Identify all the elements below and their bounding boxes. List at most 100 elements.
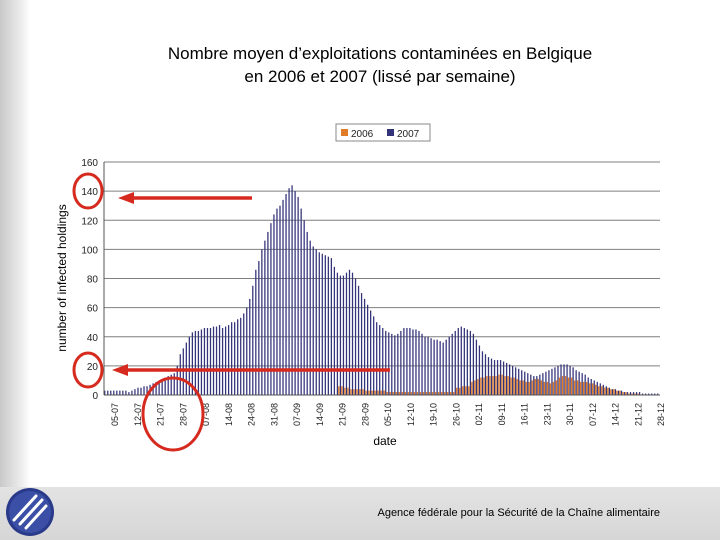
left-decor-band [0,0,30,540]
bar-2007-day-184 [657,393,659,395]
bar-2006-day-83 [353,389,355,395]
x-tick-label-21-12: 21-12 [633,403,643,426]
bar-2007-day-53 [261,249,263,395]
bar-2006-day-167 [607,387,609,395]
bar-2006-day-124 [477,378,479,395]
bar-2007-day-56 [270,223,272,395]
bar-2006-day-152 [561,376,564,395]
x-tick-label-23-11: 23-11 [542,403,552,425]
bar-2006-day-130 [495,376,497,395]
bar-2007-day-67 [303,220,305,395]
bar-2007-day-126 [481,351,484,395]
bar-2007-day-22 [167,376,169,395]
bar-2007-day-137 [515,367,517,395]
red-arrow-at-140-head [118,192,134,204]
bar-2007-day-51 [255,269,257,395]
bar-2006-day-129 [492,376,494,395]
bar-2006-day-89 [371,390,373,395]
bar-2007-day-173 [623,392,626,395]
bar-2007-day-93 [382,328,384,395]
bar-2006-day-149 [552,381,555,395]
legend-label-2006: 2006 [351,129,374,140]
bar-2006-day-104 [416,392,419,395]
bar-2006-day-80 [344,387,346,395]
bar-2006-day-139 [522,380,524,395]
bar-2007-day-174 [626,392,629,395]
bar-2007-day-158 [578,371,580,395]
bar-2007-day-5 [116,390,118,395]
bar-2007-day-29 [188,336,190,395]
y-tick-label-20: 20 [87,362,99,373]
x-tick-label-30-11: 30-11 [565,403,575,425]
bar-2007-day-102 [409,328,411,395]
bar-2007-day-117 [454,330,456,395]
bar-2007-day-169 [611,389,614,395]
bar-2007-day-112 [439,341,441,395]
bar-2007-day-134 [505,362,508,395]
bar-2006-day-123 [474,380,476,395]
bar-2007-day-12 [137,387,139,395]
bar-2007-day-133 [502,361,505,395]
bar-2006-day-143 [534,378,536,395]
red-circle-on-y-140 [72,172,104,210]
x-tick-label-26-10: 26-10 [451,403,461,426]
bar-2007-day-139 [521,370,523,395]
bar-2006-day-158 [579,381,582,395]
x-tick-label-05-07: 05-07 [110,403,120,426]
red-arrow-at-20-head [112,364,128,376]
bar-2007-day-159 [581,373,583,395]
chart-annotations [72,172,390,452]
bar-2006-day-109 [431,392,434,395]
bar-2006-day-95 [389,392,391,395]
bar-2007-day-35 [206,328,209,395]
bar-2007-day-48 [246,307,248,395]
bar-2006-day-105 [419,392,422,395]
bar-2007-day-43 [231,322,233,395]
bar-2007-day-46 [240,317,242,395]
bar-2007-day-80 [342,275,345,395]
slide-title-line-1: Nombre moyen d’exploitations contaminées… [167,44,593,63]
bar-2007-day-11 [134,389,136,395]
bar-2006-day-90 [374,390,376,395]
bar-2006-day-115 [449,392,452,395]
bar-2007-day-88 [366,304,369,395]
bar-2007-day-78 [336,272,339,395]
bar-2007-day-107 [424,336,426,395]
bar-2007-day-13 [140,387,142,395]
bar-2006-day-99 [401,392,404,395]
bar-2006-day-113 [443,392,446,395]
bar-2007-day-143 [533,376,535,395]
bar-2006-day-144 [537,378,539,395]
x-axis-title: date [373,434,397,448]
bar-2006-day-107 [425,392,428,395]
bar-2007-day-21 [164,377,166,395]
bar-2007-day-72 [318,252,320,395]
bar-2007-day-58 [276,208,278,395]
bar-2007-day-9 [128,392,130,395]
legend-swatch-2007 [387,129,394,136]
bar-2007-day-33 [200,329,203,395]
bar-2007-day-104 [415,329,417,395]
bar-2006-day-146 [543,381,546,395]
bar-2006-day-138 [519,380,521,395]
bar-2006-day-164 [598,386,600,395]
red-arrow-at-20 [112,364,390,376]
bar-2006-day-141 [528,381,530,395]
bar-2006-day-134 [507,376,509,395]
bar-2007-day-151 [557,365,559,395]
x-tick-label-21-07: 21-07 [156,403,166,426]
bar-2006-day-163 [595,384,597,395]
bar-2007-day-44 [234,322,236,395]
bar-2007-day-115 [448,336,450,395]
bar-2007-day-25 [176,365,178,395]
bar-2007-day-160 [584,374,586,395]
bar-2006-day-97 [395,392,397,395]
bar-2007-day-172 [620,390,623,395]
red-arrow-at-140 [118,192,252,204]
bar-2006-day-116 [453,392,455,395]
bar-2007-day-155 [569,365,571,395]
x-tick-label-31-08: 31-08 [269,403,279,426]
bar-2007-day-178 [638,392,641,395]
bar-2007-day-121 [466,329,468,395]
bar-2007-day-132 [499,360,502,395]
